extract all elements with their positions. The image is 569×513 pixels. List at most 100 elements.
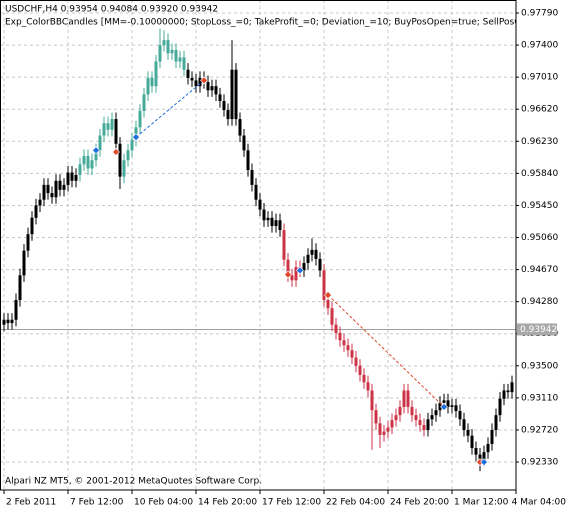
candle-body: [338, 332, 342, 341]
candle-body: [286, 259, 290, 276]
candle-body: [326, 300, 330, 309]
candle-body: [502, 390, 506, 399]
candle-body: [146, 77, 150, 95]
candle-body: [370, 390, 374, 411]
candle-body: [226, 110, 230, 120]
candle-body: [274, 220, 278, 227]
candle-body: [122, 160, 126, 177]
candle-body: [18, 275, 22, 301]
candle-body: [442, 400, 446, 403]
candle-body: [290, 275, 294, 281]
y-tick-label: 0.97790: [521, 8, 558, 18]
candle-body: [222, 100, 226, 111]
candle-body: [482, 452, 486, 460]
candle-body: [474, 448, 478, 455]
candle-body: [366, 382, 370, 391]
candle-body: [158, 45, 162, 62]
candle-body: [486, 443, 490, 453]
y-tick-label: 0.93110: [521, 393, 558, 403]
candle-body: [322, 270, 326, 301]
candle-body: [490, 429, 494, 444]
candle-body: [174, 50, 178, 62]
chart-title: USDCHF,H4 0.93954 0.94084 0.93920 0.9394…: [5, 5, 218, 15]
y-tick-label: 0.92720: [521, 425, 558, 435]
candle-body: [270, 217, 274, 227]
candle-body: [362, 374, 366, 383]
candle-body: [378, 423, 382, 435]
trade-signal: [284, 270, 292, 279]
y-tick-label: 0.96620: [521, 105, 558, 115]
candle-body: [86, 156, 90, 169]
y-tick-label: 0.94670: [521, 265, 558, 275]
chart-subtitle: Exp_ColorBBCandles [MM=-0.10000000; Stop…: [5, 18, 546, 28]
candle-body: [266, 217, 270, 221]
price-label: 0.93942: [520, 325, 557, 335]
candle-body: [230, 69, 234, 120]
candle-body: [50, 193, 54, 198]
candle-body: [406, 390, 410, 407]
candle-body: [470, 435, 474, 449]
candle-body: [462, 419, 466, 430]
candle-body: [238, 119, 242, 136]
candle-body: [30, 217, 34, 235]
candle-body: [66, 172, 70, 185]
candle-body: [382, 431, 386, 435]
candle-body: [258, 199, 262, 210]
x-tick-label: 2 Feb 2011: [6, 498, 56, 508]
candle-body: [154, 61, 158, 87]
candle-body: [430, 415, 434, 420]
y-tick-label: 0.95060: [521, 233, 558, 243]
candle-body: [62, 184, 66, 190]
candle-body: [250, 170, 254, 185]
plot-layer: [0, 28, 516, 472]
candle-body: [302, 263, 306, 271]
candle-body: [14, 300, 18, 320]
candle-body: [118, 143, 122, 177]
candle-body: [346, 345, 350, 351]
candle-body: [434, 410, 438, 416]
candle-body: [394, 415, 398, 421]
candle-body: [418, 420, 422, 426]
candle-body: [498, 398, 502, 416]
trade-signal: [296, 266, 304, 275]
candle-body: [342, 340, 346, 346]
candle-body: [358, 365, 362, 375]
candle-body: [94, 150, 98, 161]
candle-body: [414, 415, 418, 421]
candle-body: [334, 324, 338, 333]
candle-body: [6, 319, 10, 324]
candle-body: [42, 184, 46, 200]
candle-body: [166, 40, 170, 54]
candle-body: [242, 135, 246, 151]
candle-body: [506, 390, 510, 393]
candle-body: [446, 400, 450, 407]
x-tick-label: 10 Feb 04:00: [134, 498, 193, 508]
candle-body: [318, 258, 322, 271]
candle-body: [170, 50, 174, 54]
y-tick-label: 0.93500: [521, 361, 558, 371]
trade-signal: [112, 148, 120, 156]
candle-body: [10, 319, 14, 324]
candle-body: [70, 172, 74, 181]
candle-body: [126, 150, 130, 161]
candle-body: [246, 150, 250, 171]
candle-body: [74, 175, 78, 181]
y-tick-label: 0.95450: [521, 201, 558, 211]
candle-body: [110, 119, 114, 130]
candle-body: [510, 382, 514, 393]
candle-body: [450, 405, 454, 407]
candle-body: [206, 82, 210, 91]
candle-body: [390, 420, 394, 428]
axes-layer: 0.97790 0.97400 0.97010 0.96620 0.96230 0.958…: [3, 8, 566, 508]
x-tick-label: 24 Feb 20:00: [390, 498, 449, 508]
candle-body: [82, 156, 86, 165]
trade-signal: [92, 146, 100, 155]
grid-layer: [0, 0, 517, 490]
candle-body: [54, 180, 58, 198]
candle-body: [458, 411, 462, 420]
trade-signal: [324, 291, 332, 300]
candle-body: [410, 406, 414, 416]
candle-body: [314, 249, 318, 259]
candle-body: [102, 123, 106, 136]
